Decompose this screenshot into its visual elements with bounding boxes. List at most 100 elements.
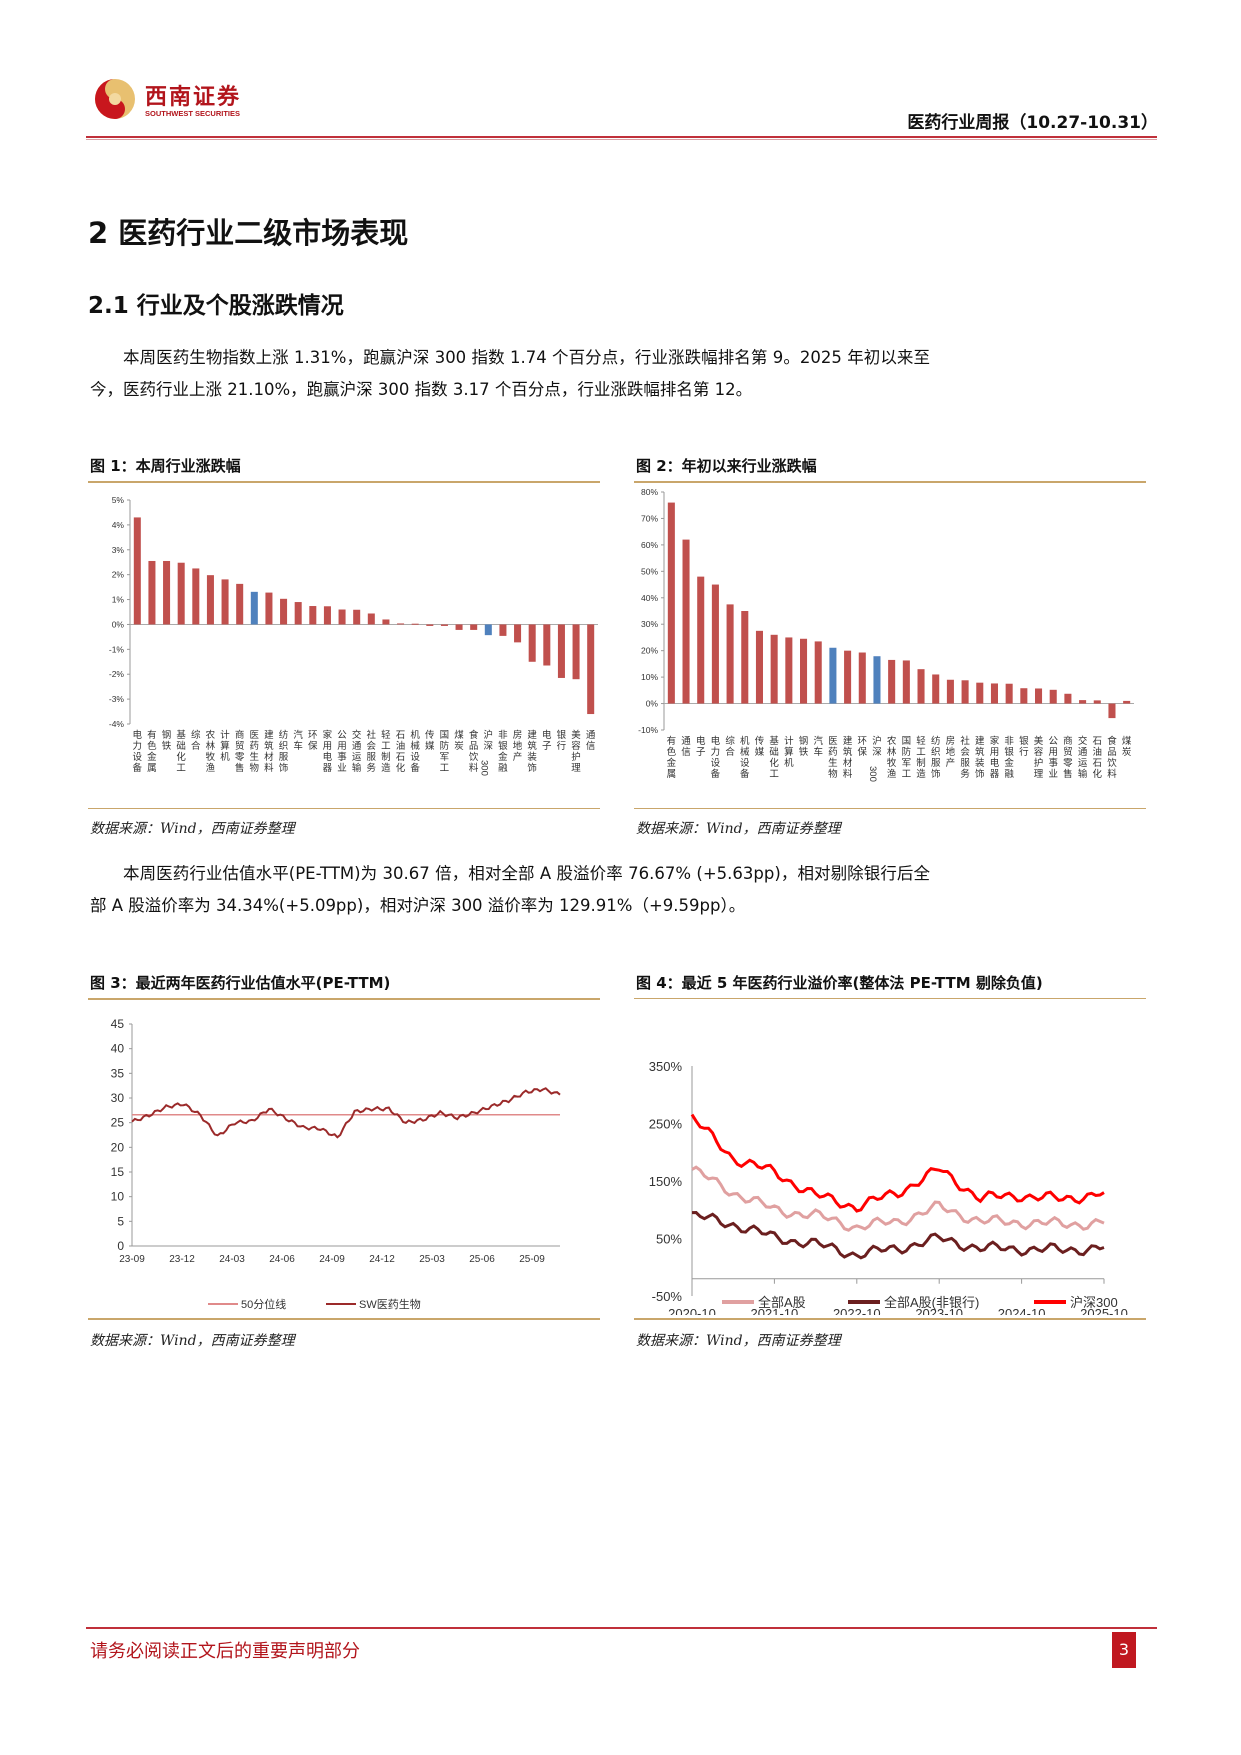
x-tick-label: 饮	[469, 751, 479, 763]
figure3-rule	[88, 998, 600, 1000]
figure2-title: 图 2：年初以来行业涨跌幅	[636, 457, 817, 475]
bar	[206, 575, 214, 625]
bar	[976, 682, 984, 704]
x-tick-label: 铁	[162, 740, 172, 752]
x-tick-label: 有	[147, 729, 157, 741]
x-tick-label: 化	[769, 757, 779, 769]
bar	[873, 656, 881, 704]
bar	[1093, 700, 1101, 704]
company-logo: 西南证券 SOUTHWEST SECURITIES	[93, 73, 263, 133]
x-tick-label: 汽	[813, 735, 823, 747]
bar	[946, 679, 954, 704]
x-tick-label: 用	[1048, 747, 1058, 758]
x-tick-label: 医	[828, 736, 838, 747]
x-tick-label: 车	[813, 746, 823, 758]
x-tick-label: 筑	[264, 740, 274, 752]
bar	[844, 650, 852, 704]
x-tick-label: 业	[1048, 769, 1058, 780]
x-tick-label: 产	[513, 751, 523, 763]
x-tick-label: 商	[1063, 735, 1073, 747]
y-tick-label: 1%	[112, 595, 125, 605]
bar	[323, 606, 331, 625]
x-tick-label: 沪	[484, 729, 494, 741]
x-tick-label: 金	[1004, 757, 1014, 769]
x-tick-label: 色	[147, 740, 157, 752]
x-tick-label: 钢	[162, 729, 172, 741]
y-tick-label: 30	[111, 1091, 125, 1105]
y-tick-label: -1%	[109, 644, 125, 654]
bar	[265, 592, 273, 625]
bar	[543, 624, 551, 666]
x-tick-label: 运	[1078, 758, 1088, 769]
x-tick-label: 机	[784, 757, 794, 769]
premium-line	[691, 1210, 1105, 1260]
x-tick-label: 算	[784, 746, 794, 758]
x-tick-label: 化	[176, 751, 186, 763]
x-tick-label: 通	[1078, 747, 1088, 758]
y-tick-label: 25	[111, 1116, 125, 1130]
x-tick-label: 业	[337, 763, 347, 774]
x-tick-label: 农	[887, 735, 897, 747]
x-tick-label: 备	[711, 768, 721, 780]
x-tick-label: 环	[308, 730, 318, 741]
x-tick-label: 力	[133, 740, 143, 752]
bar	[587, 624, 595, 715]
x-tick-label: 油	[396, 740, 406, 752]
bar	[221, 579, 229, 625]
y-tick-label: 80%	[641, 487, 658, 497]
x-tick-label: 建	[264, 729, 274, 741]
x-tick-label: 筑	[975, 746, 985, 758]
figure4-source: 数据来源：Wind，西南证券整理	[636, 1333, 841, 1349]
x-tick-label: 林	[887, 746, 897, 758]
logo-english-name: SOUTHWEST SECURITIES	[145, 109, 241, 118]
x-tick-label: 轻	[381, 729, 391, 741]
x-tick-label: 械	[740, 746, 750, 758]
x-tick-label: 家	[323, 729, 333, 741]
x-tick-label: 售	[1063, 768, 1073, 780]
y-tick-label: 45	[111, 1017, 125, 1031]
y-tick-label: 350%	[649, 1059, 683, 1074]
y-tick-label: 10	[111, 1190, 125, 1204]
paragraph-weekly-performance: 本周医药生物指数上涨 1.31%，跑赢沪深 300 指数 1.74 个百分点，行…	[90, 342, 930, 406]
x-tick-label: 工	[176, 763, 186, 774]
x-tick-label: 社	[960, 735, 970, 747]
x-tick-label: 输	[352, 762, 362, 774]
x-tick-label: 织	[279, 740, 289, 752]
x-tick-label: 炭	[454, 741, 464, 752]
x-tick-label: 炭	[1122, 747, 1132, 758]
x-tick-label: 合	[725, 746, 735, 758]
x-tick-label: 家	[990, 735, 1000, 747]
bar	[1064, 693, 1072, 704]
x-tick-label: 保	[858, 746, 868, 758]
legend-label: SW医药生物	[359, 1297, 421, 1310]
y-tick-label: -3%	[109, 694, 125, 704]
x-tick-label: 沪	[872, 735, 882, 747]
x-tick-label: 传	[755, 735, 765, 747]
y-tick-label: -50%	[652, 1289, 683, 1304]
y-tick-label: 40	[111, 1042, 125, 1056]
x-tick-label: 材	[843, 757, 853, 769]
x-tick-label: 饮	[1107, 757, 1117, 769]
y-tick-label: 0%	[646, 699, 659, 709]
y-tick-label: 150%	[649, 1174, 683, 1189]
legend-label: 全部A股	[758, 1295, 806, 1310]
x-tick-label: 电	[542, 729, 552, 741]
x-tick-label: 融	[1004, 769, 1014, 780]
x-tick-label: 械	[410, 740, 420, 752]
x-tick-label: 媒	[755, 746, 765, 758]
x-tick-label: 300	[478, 760, 489, 776]
x-tick-label: 食	[1107, 735, 1117, 747]
y-tick-label: 0	[117, 1239, 124, 1253]
x-tick-label: 设	[711, 758, 721, 769]
x-tick-label: 通	[586, 730, 596, 741]
x-tick-label: 军	[440, 752, 450, 763]
x-tick-label: 银	[1004, 746, 1014, 758]
x-tick-label: 非	[498, 729, 508, 741]
bar	[236, 583, 244, 625]
x-tick-label: 纺	[279, 729, 289, 741]
legend-label: 50分位线	[241, 1297, 286, 1310]
bar	[858, 652, 866, 704]
bar	[440, 624, 448, 626]
subsection-title: 2.1 行业及个股涨跌情况	[88, 293, 344, 319]
x-tick-label: 行	[1019, 746, 1029, 758]
